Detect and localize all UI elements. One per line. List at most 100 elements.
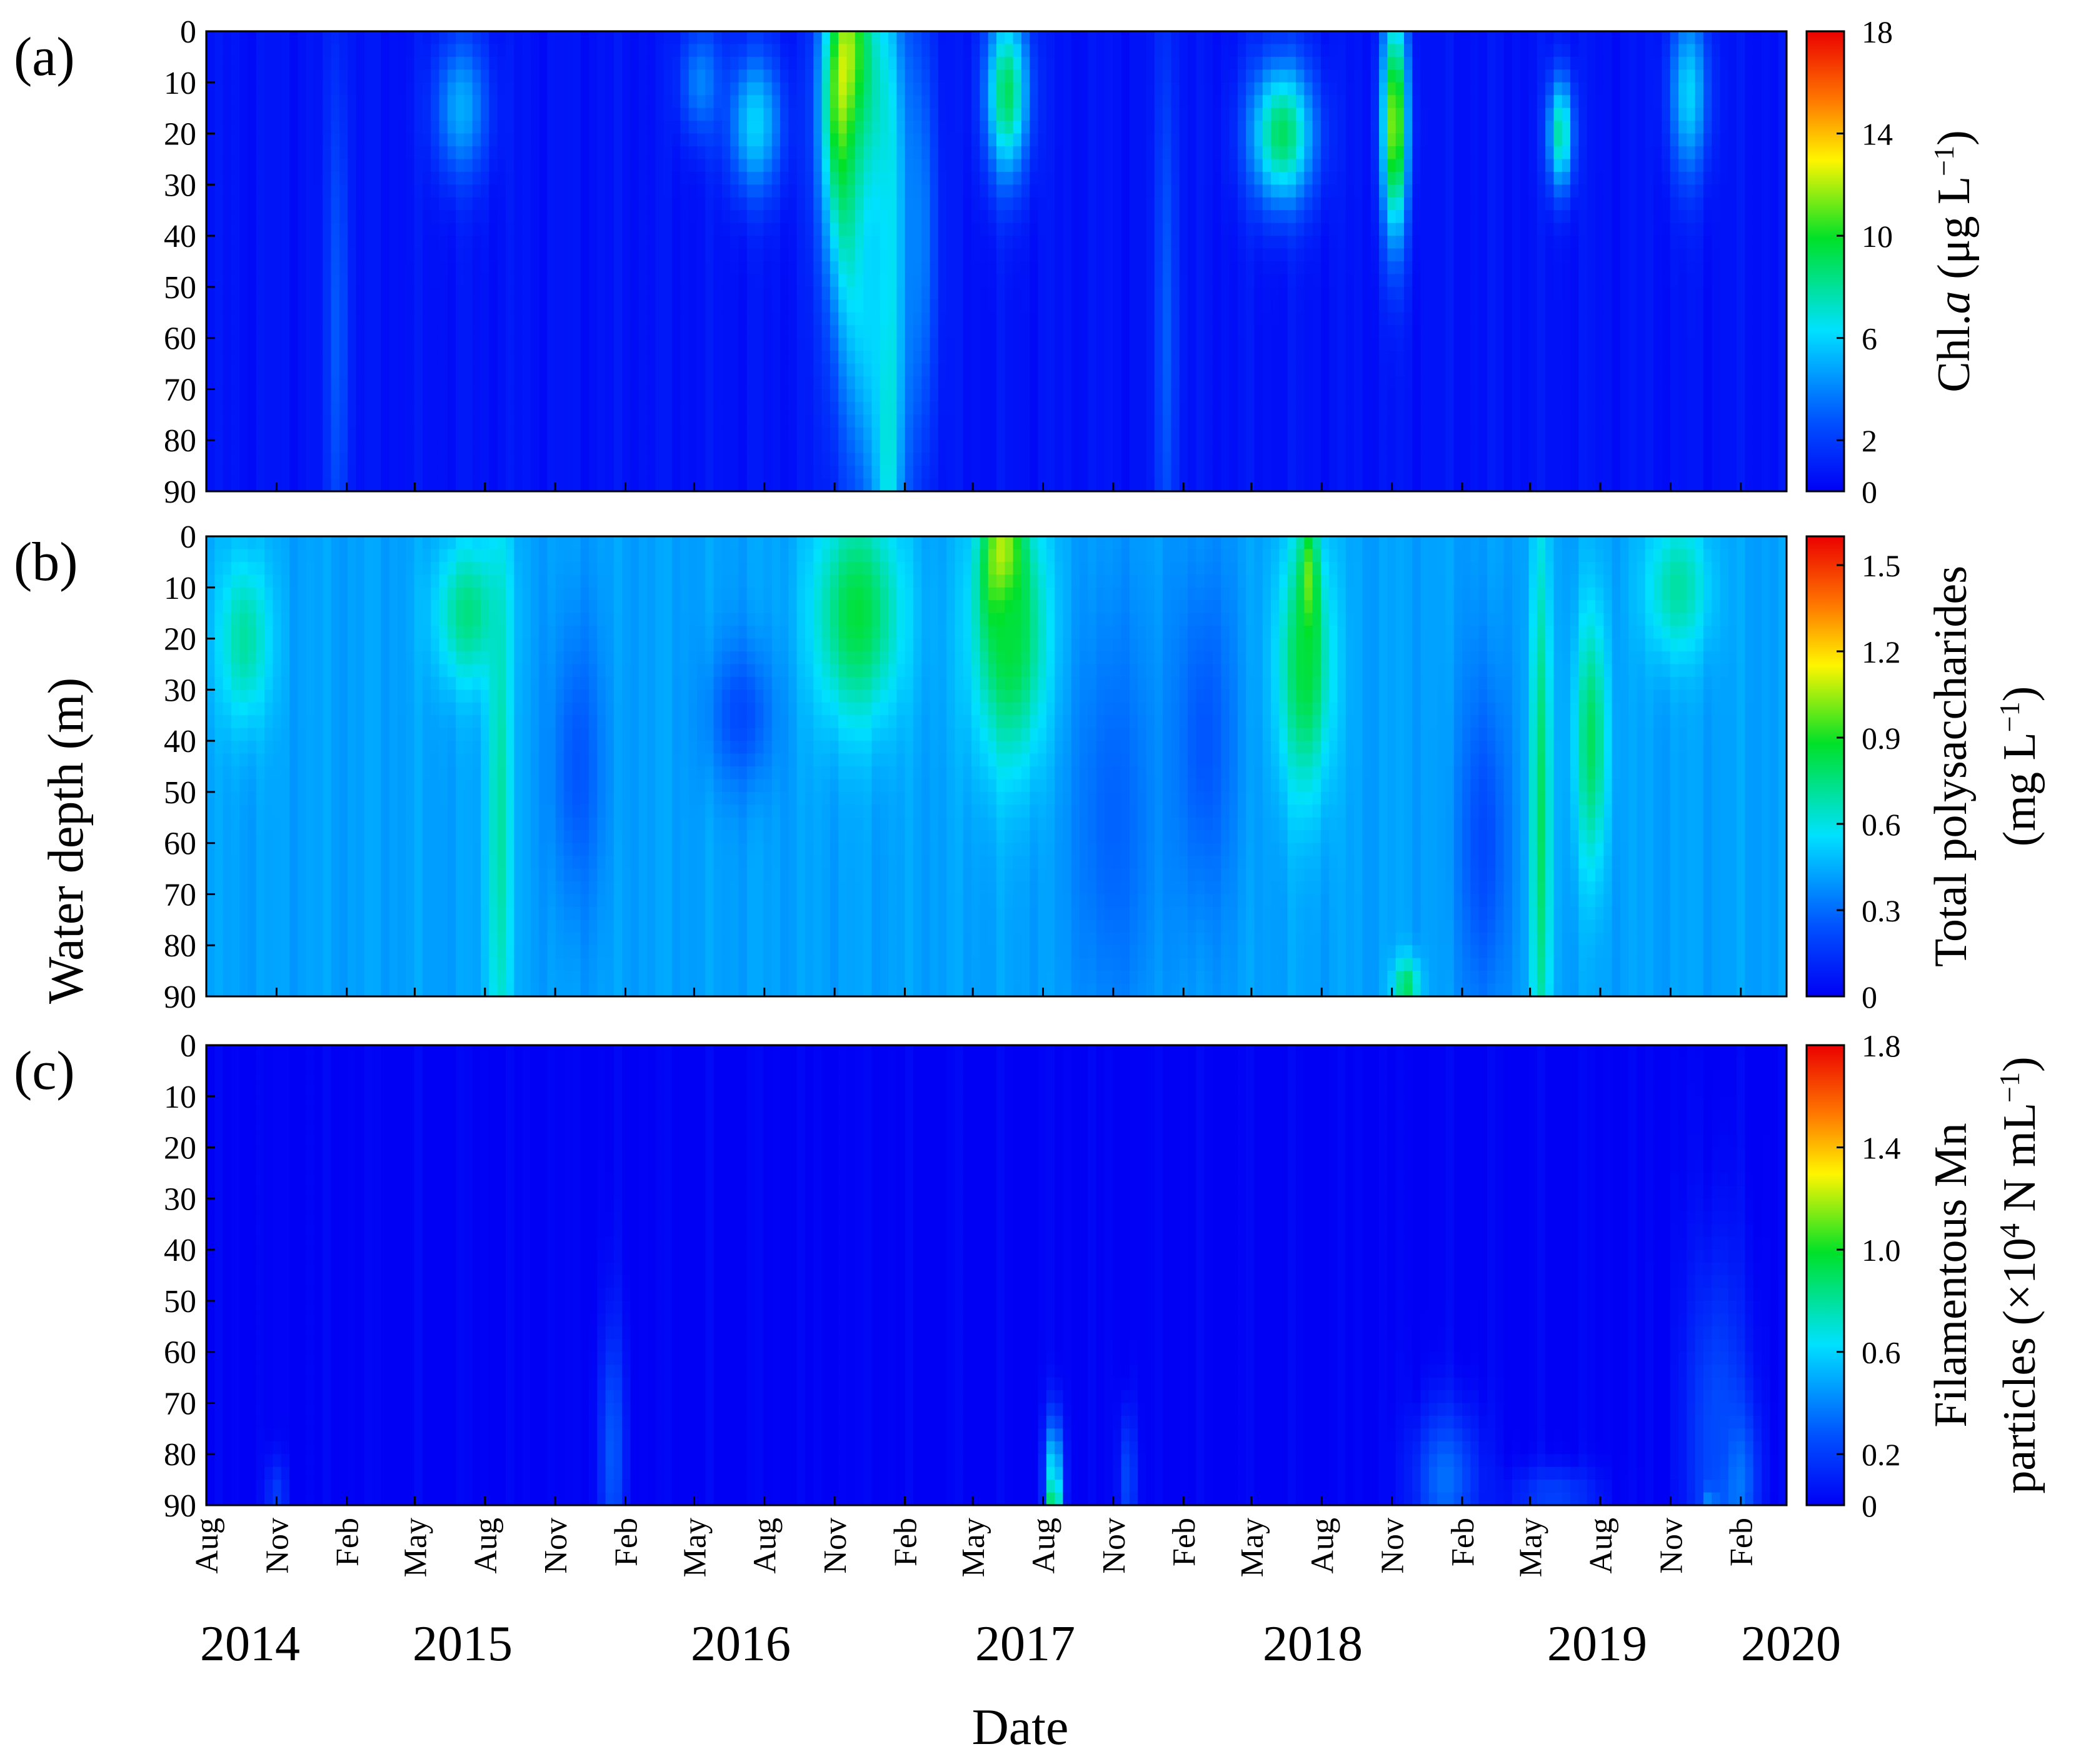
colorbar-label: Chl.a (μg L−1): [1928, 130, 1980, 393]
year-label: 2016: [691, 1616, 791, 1671]
x-tick-label: Aug: [189, 1518, 225, 1574]
y-tick-label: 80: [164, 928, 196, 964]
x-tick-label: Aug: [468, 1518, 504, 1574]
y-tick-label: 20: [164, 1131, 196, 1166]
y-tick-label: 60: [164, 826, 196, 862]
colorbar: [1805, 1044, 1845, 1506]
y-tick-label: 80: [164, 423, 196, 459]
y-tick-label: 90: [164, 980, 196, 1015]
heatmap-field: [206, 1045, 1787, 1505]
colorbar-label: Filamentous Mn: [1925, 1123, 1977, 1427]
x-tick-label: May: [398, 1518, 433, 1577]
x-tick-label: Nov: [1375, 1518, 1411, 1574]
y-tick-label: 80: [164, 1437, 196, 1473]
x-tick-label: Feb: [1166, 1518, 1202, 1566]
x-tick-label: Aug: [1305, 1518, 1340, 1574]
y-tick-label: 30: [164, 673, 196, 708]
y-tick-label: 60: [164, 321, 196, 357]
colorbar-tick-label: 0.6: [1862, 807, 1901, 842]
x-tick-label: May: [1513, 1518, 1549, 1577]
x-tick-label: Nov: [259, 1518, 295, 1574]
y-tick-label: 50: [164, 270, 196, 306]
y-tick-label: 30: [164, 1181, 196, 1217]
colorbar-tick-label: 14: [1862, 117, 1893, 152]
colorbar-tick-label: 0.2: [1862, 1437, 1901, 1472]
y-tick-label: 10: [164, 1080, 196, 1115]
x-tick-label: May: [956, 1518, 991, 1577]
colorbar-tick-label: 1.0: [1862, 1233, 1901, 1268]
y-tick-label: 70: [164, 372, 196, 408]
x-tick-label: Aug: [1026, 1518, 1061, 1574]
plot-frame: [205, 30, 1788, 493]
colorbar-tick-label: 0: [1862, 980, 1877, 1015]
colorbar-tick-label: 1.8: [1862, 1028, 1901, 1063]
panel-c: (c) 0 10 20 30 40 50 60 70 80 90 1.8 1.4 1.0 0.6 0.2 0 Fi…: [14, 1028, 2045, 1524]
x-tick-label: Nov: [538, 1518, 574, 1574]
x-tick-label: Nov: [1096, 1518, 1132, 1574]
colorbar-label-line2: particles (×104 N mL−1): [1993, 1056, 2046, 1493]
year-label: 2015: [413, 1616, 513, 1671]
y-tick-label: 20: [164, 117, 196, 153]
y-tick-label: 50: [164, 775, 196, 811]
x-tick-label: Feb: [330, 1518, 366, 1566]
year-label: 2019: [1547, 1616, 1647, 1671]
colorbar-label-line2: (mg L−1): [1993, 686, 2046, 847]
x-tick-label: Feb: [1724, 1518, 1760, 1566]
panel-label: (b): [14, 532, 78, 593]
colorbar-tick-label: 10: [1862, 219, 1893, 254]
y-tick-label: 40: [164, 724, 196, 759]
colorbar-tick-label: 1.2: [1862, 634, 1901, 669]
y-tick-label: 60: [164, 1335, 196, 1371]
year-label: 2017: [975, 1616, 1075, 1671]
panel-b: (b) 0 10 20 30 40 50 60 70 80 90 1.5 1.2 0.9 0.6 0.3 0 To…: [14, 519, 2045, 1015]
x-tick-label: May: [1235, 1518, 1270, 1577]
y-tick-label: 30: [164, 168, 196, 203]
y-tick-label: 50: [164, 1284, 196, 1320]
heatmap-field: [206, 536, 1787, 996]
heatmap-field: [206, 31, 1787, 491]
colorbar-tick-label: 0.3: [1862, 893, 1901, 928]
y-tick-label: 90: [164, 1488, 196, 1524]
y-tick-label: 0: [180, 1028, 196, 1064]
panel-label: (a): [14, 27, 75, 88]
colorbar: [1805, 30, 1845, 493]
x-tick-label: Feb: [608, 1518, 644, 1566]
colorbar: [1805, 535, 1845, 998]
x-tick-label: Feb: [1445, 1518, 1481, 1566]
colorbar-tick-label: 0: [1862, 1488, 1877, 1523]
y-tick-label: 10: [164, 66, 196, 101]
plot-frame: [205, 535, 1788, 998]
plot-frame: [205, 1044, 1788, 1506]
y-tick-label: 0: [180, 519, 196, 555]
x-tick-label: Nov: [1653, 1518, 1689, 1574]
y-tick-label: 40: [164, 1233, 196, 1268]
colorbar-tick-label: 1.5: [1862, 548, 1901, 583]
year-label: 2018: [1263, 1616, 1363, 1671]
year-label: 2014: [200, 1616, 300, 1671]
y-tick-label: 70: [164, 1386, 196, 1421]
panel-label: (c): [14, 1041, 75, 1101]
year-label: 2020: [1741, 1616, 1841, 1671]
colorbar-tick-label: 0: [1862, 474, 1877, 509]
colorbar-tick-label: 2: [1862, 423, 1877, 458]
x-axis-title: Date: [972, 1698, 1069, 1755]
colorbar-tick-label: 0.6: [1862, 1335, 1901, 1370]
y-tick-label: 0: [180, 14, 196, 50]
colorbar-tick-label: 1.4: [1862, 1131, 1901, 1166]
y-tick-label: 20: [164, 622, 196, 658]
colorbar-tick-label: 0.9: [1862, 721, 1901, 756]
colorbar-label: Total polysaccharides: [1925, 566, 1977, 967]
y-tick-label: 70: [164, 877, 196, 913]
x-tick-label: Aug: [1583, 1518, 1619, 1574]
x-tick-label: Nov: [818, 1518, 853, 1574]
x-axis: Aug Nov Feb May Aug Nov Feb May Aug Nov Feb May Aug N…: [189, 483, 1841, 1671]
colorbar-tick-label: 18: [1862, 14, 1893, 49]
y-axis-title: Water depth (m): [39, 678, 94, 1004]
x-tick-label: Feb: [888, 1518, 923, 1566]
y-tick-label: 10: [164, 571, 196, 606]
colorbar-tick-label: 6: [1862, 321, 1877, 356]
y-tick-label: 40: [164, 219, 196, 254]
